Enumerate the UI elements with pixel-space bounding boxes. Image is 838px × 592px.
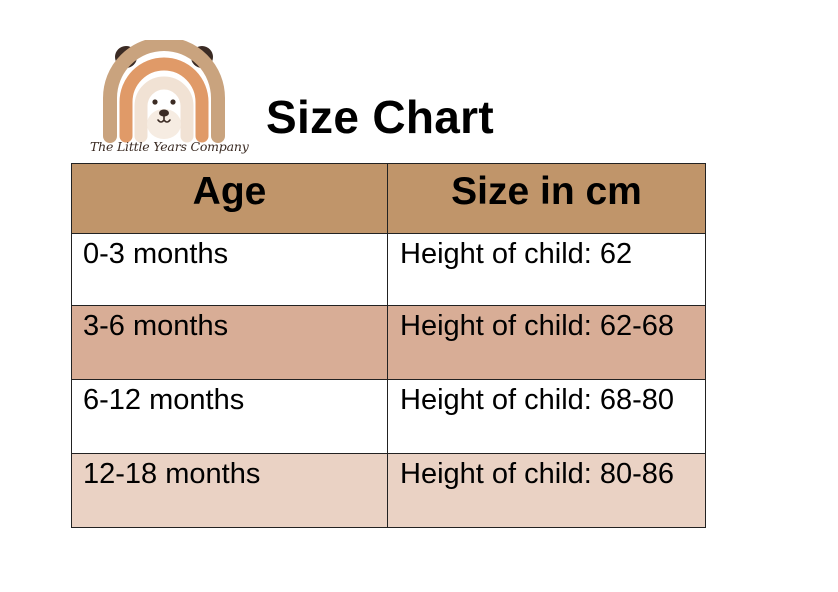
size-cell: Height of child: 62-68 <box>387 305 706 380</box>
bear-face <box>147 109 181 139</box>
size-cell: Height of child: 68-80 <box>387 379 706 454</box>
outer-arc <box>103 40 225 143</box>
age-cell: 6-12 months <box>71 379 388 454</box>
age-cell: 0-3 months <box>71 233 388 306</box>
middle-arc <box>119 57 209 143</box>
left-eye-icon <box>152 99 158 105</box>
bear-rainbow-icon <box>103 40 225 143</box>
size-cell: Height of child: 62 <box>387 233 706 306</box>
mouth-icon <box>157 115 171 123</box>
brand-name: The Little Years Company <box>90 139 249 154</box>
page-title: Size Chart <box>266 91 494 143</box>
table-header-row: Age Size in cm <box>71 163 706 234</box>
table-row: 3-6 months Height of child: 62-68 <box>71 305 706 380</box>
inner-arc <box>134 76 194 143</box>
age-cell: 3-6 months <box>71 305 388 380</box>
nose-icon <box>159 109 169 117</box>
table-row: 6-12 months Height of child: 68-80 <box>71 379 706 454</box>
age-cell: 12-18 months <box>71 453 388 528</box>
header-size: Size in cm <box>387 163 706 234</box>
table-row: 12-18 months Height of child: 80-86 <box>71 453 706 528</box>
size-cell: Height of child: 80-86 <box>387 453 706 528</box>
header-age: Age <box>71 163 388 234</box>
bear-rainbow-logo-icon <box>88 40 243 162</box>
right-eye-icon <box>170 99 176 105</box>
size-chart-table: Age Size in cm 0-3 months Height of chil… <box>71 163 706 528</box>
table-row: 0-3 months Height of child: 62 <box>71 233 706 306</box>
